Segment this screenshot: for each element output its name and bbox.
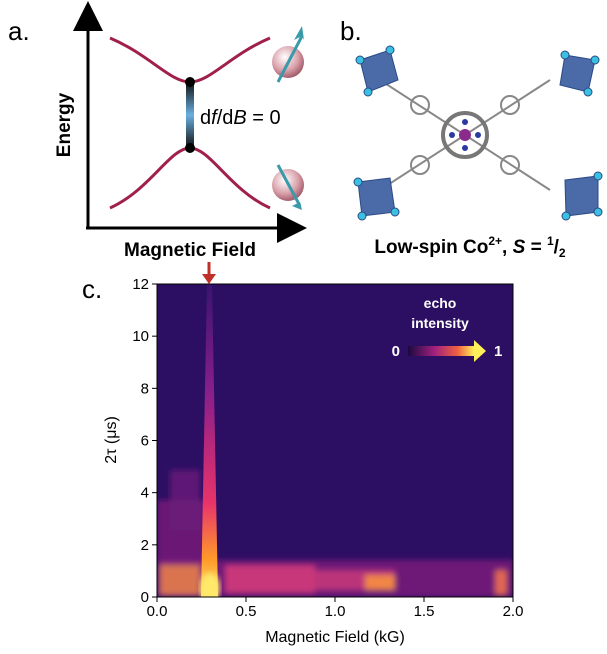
y-tick-label: 2: [141, 537, 149, 554]
y-tick-label: 4: [141, 485, 149, 502]
y-tick-label: 6: [141, 433, 149, 450]
x-tick-label: 0.0: [147, 603, 168, 620]
polyhedron: [353, 45, 603, 221]
colorbar-tick-label: 1: [494, 343, 502, 360]
spin-icon: [272, 164, 304, 210]
colorbar-tick-label: 0: [392, 343, 400, 360]
axis-label: Magnetic Field: [124, 240, 256, 261]
gap-bar: [186, 82, 194, 148]
arrow: [202, 274, 216, 284]
axis-label: Energy: [54, 92, 75, 157]
colorbar-title: echo: [424, 295, 457, 311]
x-tick-label: 1.5: [414, 603, 435, 620]
y-tick-label: 8: [141, 380, 149, 397]
x-tick-label: 1.0: [325, 603, 346, 620]
panel-label: b.: [340, 16, 362, 46]
dot: [185, 143, 195, 153]
y-tick-label: 12: [132, 276, 149, 293]
colorbar-title: intensity: [411, 315, 469, 331]
y-tick-label: 0: [141, 589, 149, 606]
colorbar: [408, 340, 486, 362]
x-tick-label: 2.0: [503, 603, 524, 620]
panel-label: a.: [8, 16, 30, 46]
x-tick-label: 0.5: [236, 603, 257, 620]
annotation: df/dB = 0: [200, 107, 281, 129]
axis-label: 2τ (μs): [103, 416, 120, 464]
heatmap: [157, 284, 513, 597]
caption: Low-spin Co2+, S = 1/2: [374, 234, 566, 260]
molecule: [379, 79, 551, 191]
panel-label: c.: [82, 274, 102, 304]
axis-label: Magnetic Field (kG): [265, 629, 405, 646]
spin-icon: [272, 26, 304, 83]
energy-curve: [109, 146, 271, 210]
energy-curve: [109, 36, 271, 84]
dot: [185, 77, 195, 87]
y-tick-label: 10: [132, 328, 149, 345]
